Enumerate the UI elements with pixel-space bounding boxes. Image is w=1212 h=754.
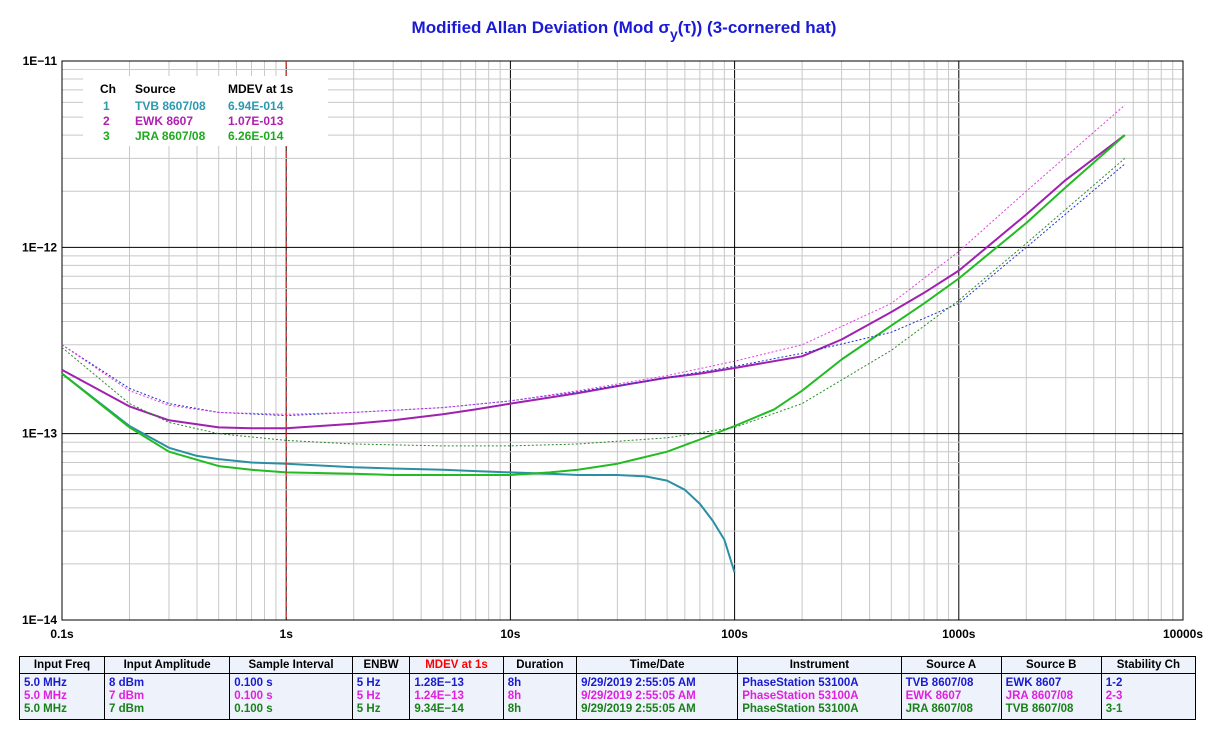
info-header-cell: Time/Date: [576, 656, 739, 674]
legend: Ch Source MDEV at 1s 1 TVB 8607/08 6.94E-0…: [83, 76, 328, 146]
info-cell-value: JRA 8607/08: [905, 703, 973, 715]
series-line-3-1: [61, 158, 1126, 447]
info-cell-value: PhaseStation 53100A: [742, 690, 859, 702]
legend-source: EWK 8607: [135, 114, 193, 128]
x-tick-label: 1s: [280, 627, 294, 641]
info-column-cell: 9/29/2019 2:55:05 AM 9/29/2019 2:55:05 AM…: [576, 673, 739, 720]
info-cell-value: 5 Hz: [356, 690, 381, 702]
info-header-cell: Input Freq: [19, 656, 105, 674]
info-cell-value: 9/29/2019 2:55:05 AM: [581, 677, 696, 689]
info-table-body-row: 5.0 MHz 5.0 MHz 5.0 MHz 8 dBm 7 dBm 7 dBm 0.10…: [19, 673, 1197, 720]
info-cell-value: 9.34E−14: [414, 703, 464, 715]
x-tick-label: 1000s: [942, 627, 976, 641]
info-column-cell: TVB 8607/08 EWK 8607 JRA 8607/08: [900, 673, 1002, 720]
info-column-cell: 1-2 2-3 3-1: [1100, 673, 1197, 720]
y-tick-label: 1E−11: [23, 54, 58, 68]
info-column-cell: 8 dBm 7 dBm 7 dBm: [103, 673, 231, 720]
legend-mdev: 6.94E-014: [228, 99, 284, 113]
plot-frame: [61, 60, 1184, 621]
info-column-cell: 5.0 MHz 5.0 MHz 5.0 MHz: [19, 673, 105, 720]
info-header-cell: Source A: [900, 656, 1002, 674]
info-cell-value: 0.100 s: [234, 677, 273, 689]
info-cell-value: 8h: [507, 703, 522, 715]
legend-rows: 1 TVB 8607/08 6.94E-014 2 EWK 8607 1.07E-013 3…: [103, 99, 284, 143]
info-cell-value: 5 Hz: [356, 703, 381, 715]
info-cell-value: 1-2: [1105, 677, 1123, 689]
info-header-cell: Input Amplitude: [103, 656, 231, 674]
info-cell-value: 1.24E−13: [414, 690, 464, 702]
info-table-header-row: Input Freq Input Amplitude Sample Interval…: [19, 656, 1197, 674]
legend-source: JRA 8607/08: [135, 129, 206, 143]
info-column-cell: 5 Hz 5 Hz 5 Hz: [351, 673, 411, 720]
info-cell-value: 9/29/2019 2:55:05 AM: [581, 703, 696, 715]
info-cell-value: TVB 8607/08: [905, 677, 974, 689]
info-cell-value: 8 dBm: [109, 677, 145, 689]
legend-source: TVB 8607/08: [135, 99, 206, 113]
x-tick-label: 10s: [500, 627, 520, 641]
series-group: [61, 104, 1126, 573]
info-cell-value: PhaseStation 53100A: [742, 677, 859, 689]
chart-title-sub: y: [670, 26, 678, 42]
info-cell-value: 5.0 MHz: [24, 690, 67, 702]
series-line-jra-8607-08: [61, 134, 1126, 476]
info-cell-value: 3-1: [1105, 703, 1123, 715]
chart-title: Modified Allan Deviation (Mod σy(τ)) (3-…: [412, 18, 837, 42]
info-column-cell: 0.100 s 0.100 s 0.100 s: [229, 673, 353, 720]
x-tick-label: 0.1s: [50, 627, 74, 641]
info-header-cell: ENBW: [351, 656, 411, 674]
info-cell-value: 7 dBm: [109, 690, 145, 702]
y-tick-label: 1E−12: [22, 240, 57, 254]
info-column-cell: 1.28E−13 1.24E−13 9.34E−14: [409, 673, 504, 720]
info-header-cell: Duration: [502, 656, 578, 674]
chart-title-paren: (τ)) (3-cornered hat): [678, 18, 837, 37]
info-cell-value: 1.28E−13: [414, 677, 464, 689]
info-cell-value: 5.0 MHz: [24, 703, 67, 715]
info-cell-value: EWK 8607: [1005, 677, 1062, 689]
info-cell-value: 7 dBm: [109, 703, 145, 715]
info-cell-value: 9/29/2019 2:55:05 AM: [581, 690, 696, 702]
legend-ch: 3: [103, 129, 110, 143]
measurement-info-table: Input Freq Input Amplitude Sample Interval…: [19, 656, 1197, 720]
legend-mdev: 1.07E-013: [228, 114, 284, 128]
info-header-cell: Instrument: [737, 656, 902, 674]
info-cell-value: PhaseStation 53100A: [742, 703, 859, 715]
info-header-cell: Source B: [1000, 656, 1102, 674]
legend-header-source: Source: [135, 82, 176, 96]
info-cell-value: 0.100 s: [234, 703, 273, 715]
chart-title-main: Modified Allan Deviation (Mod σ: [412, 18, 671, 37]
info-cell-value: 8h: [507, 677, 522, 689]
y-tick-label: 1E−13: [22, 427, 57, 441]
info-cell-value: EWK 8607: [905, 690, 962, 702]
axis-labels: 0.1s 1s 10s 100s 1000s 10000s 1E−14 1E−13 1E−12 1…: [22, 54, 1203, 641]
info-header-cell: Sample Interval: [229, 656, 353, 674]
legend-header-mdev: MDEV at 1s: [228, 82, 294, 96]
legend-box: [83, 76, 328, 146]
info-cell-value: 2-3: [1105, 690, 1123, 702]
x-tick-label: 10000s: [1163, 627, 1203, 641]
info-column-cell: PhaseStation 53100A PhaseStation 53100A Ph…: [737, 673, 902, 720]
legend-ch: 1: [103, 99, 110, 113]
info-cell-value: TVB 8607/08: [1005, 703, 1074, 715]
info-column-cell: 8h 8h 8h: [502, 673, 578, 720]
info-cell-value: 5.0 MHz: [24, 677, 67, 689]
legend-mdev: 6.26E-014: [228, 129, 284, 143]
info-header-cell: Stability Ch: [1100, 656, 1197, 674]
info-cell-value: 5 Hz: [356, 677, 381, 689]
info-column-cell: EWK 8607 JRA 8607/08 TVB 8607/08: [1000, 673, 1102, 720]
info-cell-value: JRA 8607/08: [1005, 690, 1074, 702]
series-line-2-3: [61, 104, 1126, 415]
legend-ch: 2: [103, 114, 110, 128]
legend-header-ch: Ch: [100, 82, 116, 96]
info-cell-value: 8h: [507, 690, 522, 702]
y-tick-label: 1E−14: [22, 613, 57, 627]
x-tick-label: 100s: [721, 627, 748, 641]
series-line-1-2: [61, 163, 1126, 417]
info-header-cell: MDEV at 1s: [409, 656, 504, 674]
info-cell-value: 0.100 s: [234, 690, 273, 702]
adev-chart: Modified Allan Deviation (Mod σy(τ)) (3-…: [22, 18, 1203, 641]
series-line-tvb-8607-08: [61, 372, 736, 573]
series-line-ewk-8607: [61, 134, 1126, 430]
